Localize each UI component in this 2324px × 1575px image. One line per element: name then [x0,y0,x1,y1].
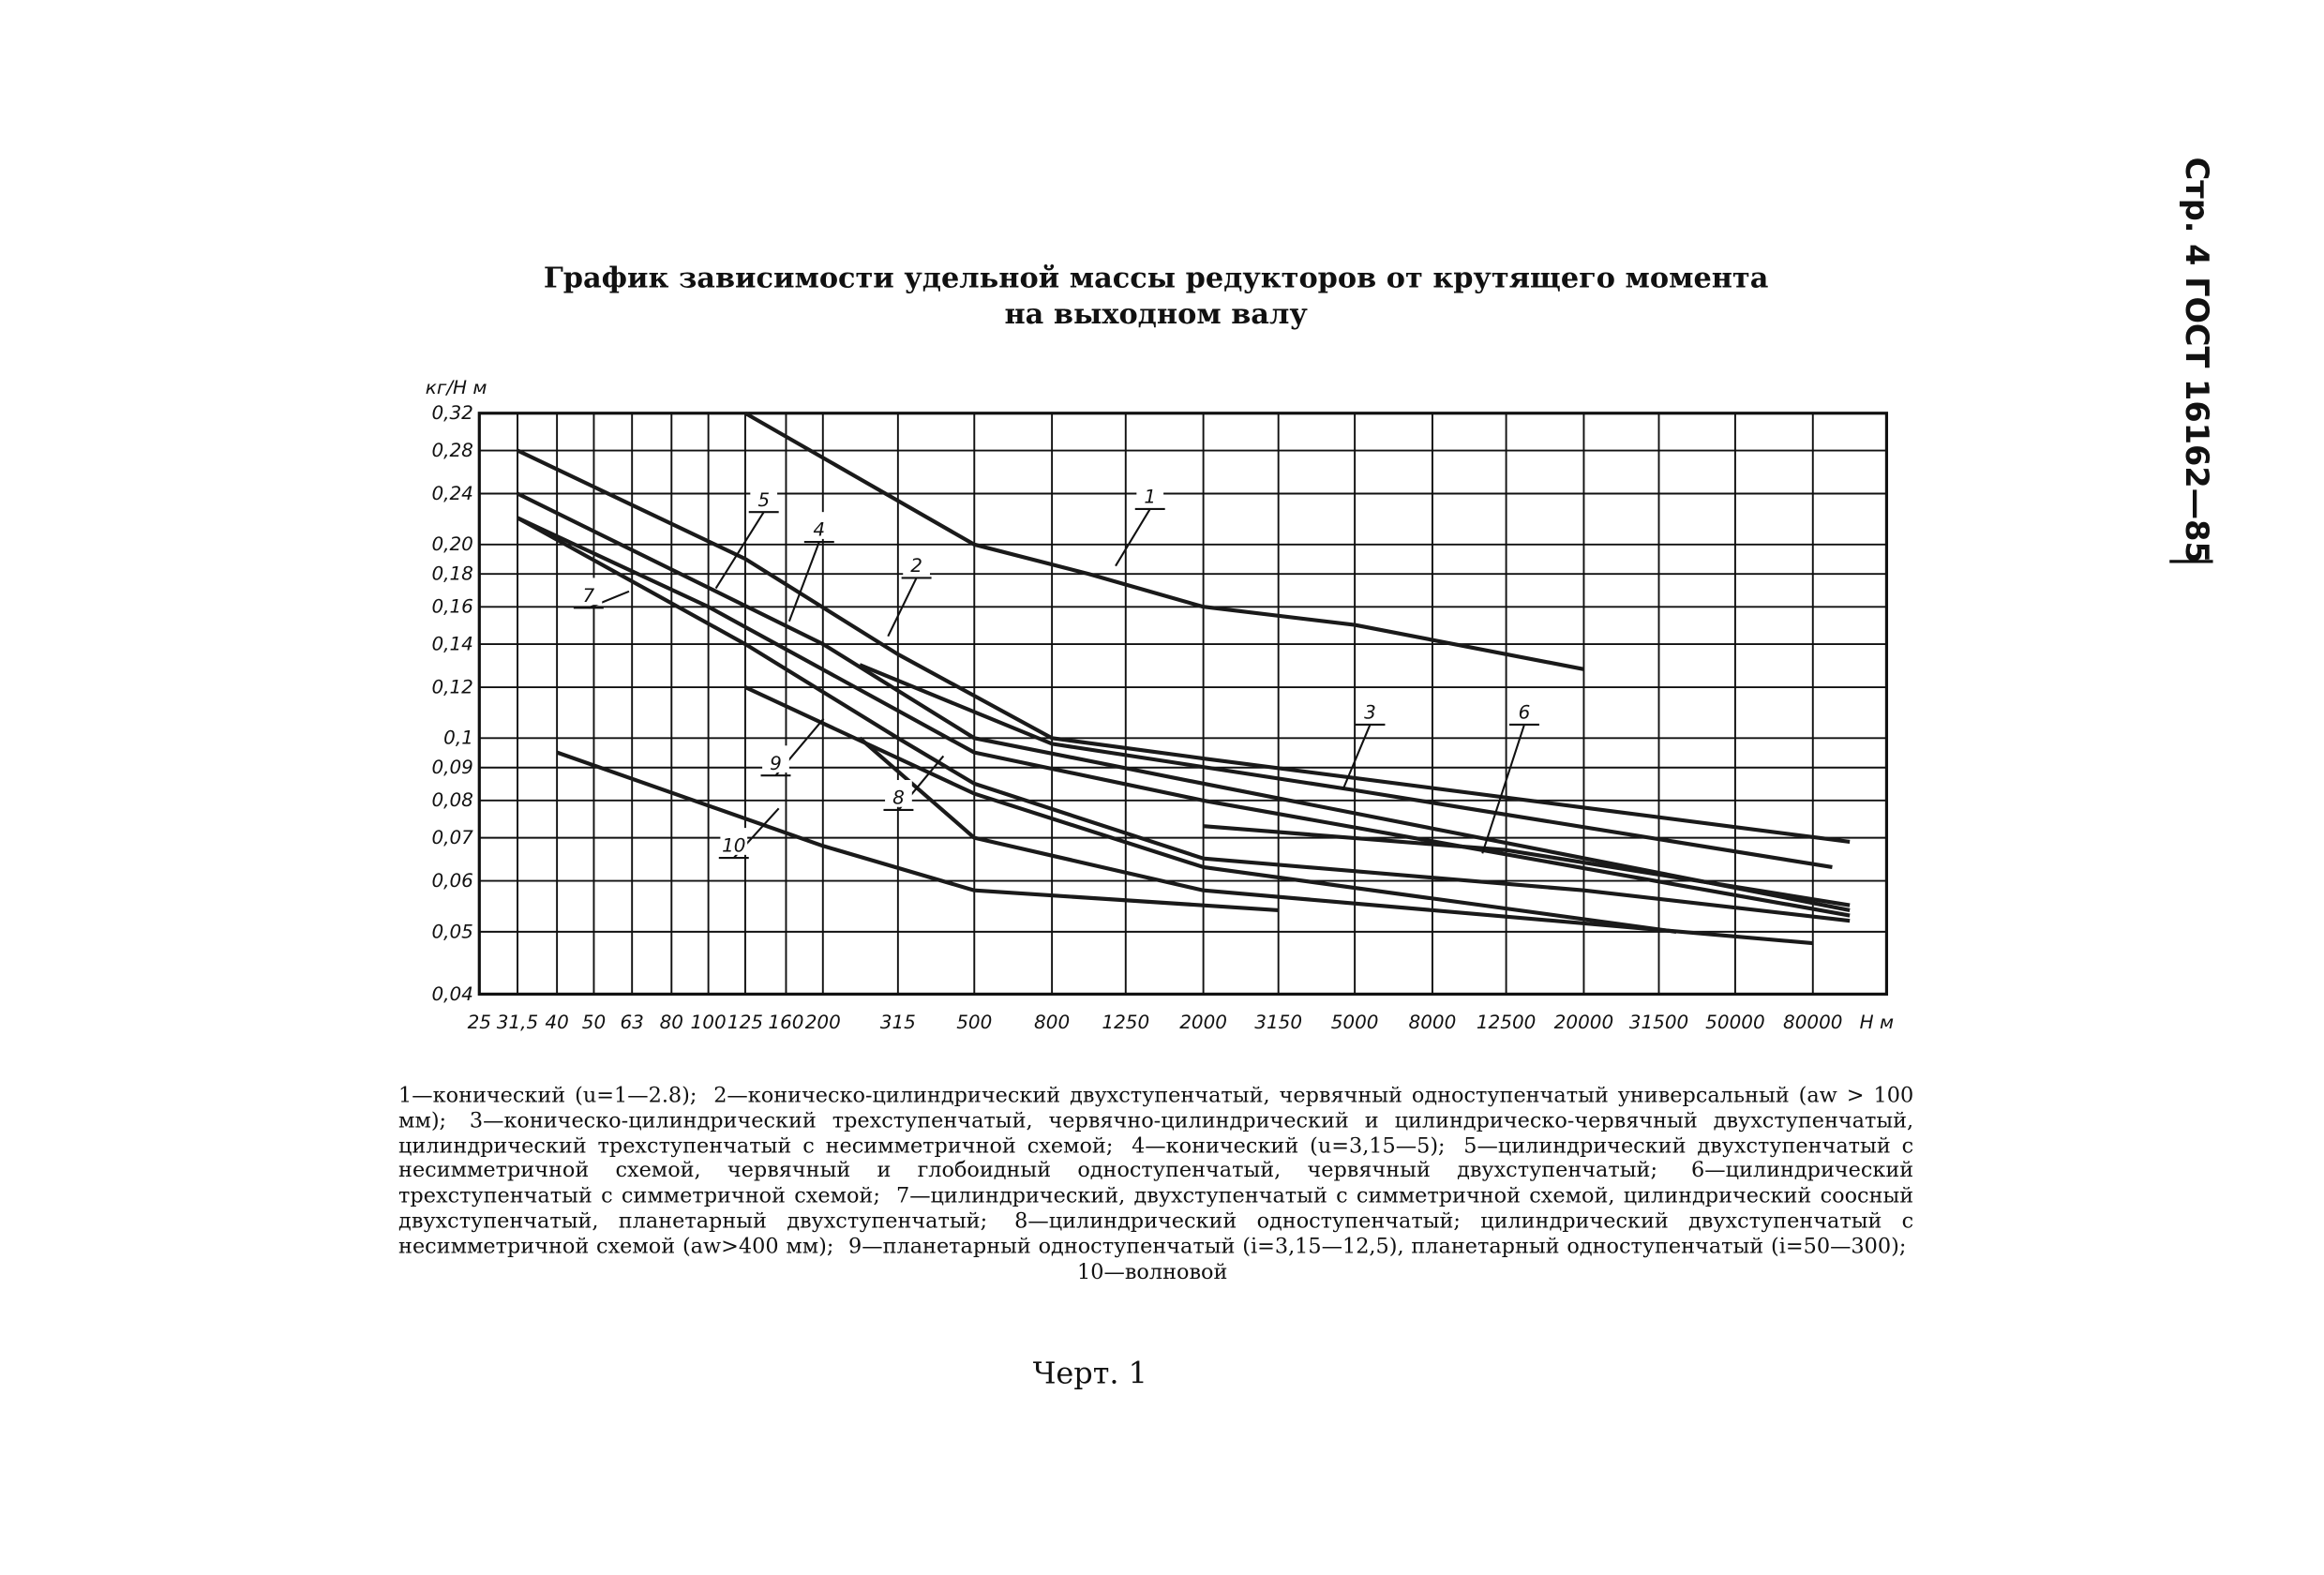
legend-entry: 4 [813,518,825,541]
y-tick-label: 0,05 [431,920,472,942]
caption-item: 1—конический (u=1—2.8); [398,1084,697,1108]
x-tick-label: 200 [805,1011,841,1033]
caption-item: 8—цилиндрический одноступенчатый; цилинд… [398,1209,1914,1259]
legend-entry: 6 [1519,701,1531,724]
x-tick-label: 3150 [1254,1011,1302,1033]
caption-item: 9—планетарный одноступенчатый (i=3,15—12… [848,1235,1907,1259]
callout-bg [720,828,748,855]
chart-title: на выходном валу [1004,298,1308,331]
curve [859,663,1833,870]
y-tick-label: 0,32 [431,401,472,424]
x-tick-label: 40 [545,1011,568,1033]
legend-entry: 9 [770,752,782,774]
caption-item: 6—цилиндрический трехступенчатый с симме… [398,1159,1914,1209]
figure-label: Черт. 1 [1033,1356,1147,1391]
x-tick-label: 125 [727,1011,763,1033]
y-tick-label: 0,1 [443,727,473,749]
y-tick-label: 0,12 [431,675,472,698]
x-tick-label: 315 [880,1011,916,1033]
y-tick-label: 0,28 [431,439,472,461]
callout-bg [903,548,930,576]
page-header: Стр. 4 ГОСТ 16162—85 [2179,158,2215,563]
callout-bg [1136,479,1164,506]
callout-bg [1357,694,1384,722]
callout-bg [762,745,789,773]
callout-bg [1510,694,1538,722]
x-tick-label: 50000 [1705,1011,1764,1033]
caption: 1—конический (u=1—2.8); 2—коническо-цили… [398,1084,1913,1285]
legend-entry: 10 [722,834,745,857]
y-tick-label: 0,08 [431,788,472,811]
x-tick-label: 80000 [1783,1011,1842,1033]
callout-leader [588,590,630,609]
x-axis-label: Н м [1860,1011,1894,1033]
caption-item: 4—конический (u=3,15—5); [1132,1133,1446,1159]
y-tick-label: 0,20 [431,532,472,555]
x-tick-label: 25 [468,1011,491,1033]
caption-item: 7—цилиндрический, двухступенчатый с симм… [398,1184,1914,1234]
x-tick-label: 80 [660,1011,683,1033]
y-tick-label: 0,04 [431,982,472,1005]
y-tick-label: 0,06 [431,869,472,892]
x-tick-label: 50 [582,1011,606,1033]
x-tick-label: 31500 [1629,1011,1688,1033]
callout-leader [1481,724,1525,854]
curve [743,411,1584,671]
callout-leader [1115,508,1151,567]
callout-bg [805,512,833,539]
x-tick-label: 63 [620,1011,643,1033]
y-tick-label: 0,09 [431,756,472,778]
caption-item: 10—волновой [1077,1259,1228,1284]
caption-box: 1—конический (u=1—2.8); 2—коническо-цили… [398,1084,1913,1285]
x-tick-label: 31,5 [497,1011,538,1033]
curve [517,516,1851,918]
callout-leader [887,577,918,638]
caption-item: 2—коническо-цилиндрический двухступенчат… [398,1084,1914,1133]
callout-bg [750,482,778,509]
y-tick-label: 0,07 [431,826,473,848]
legend-entry: 2 [910,554,922,577]
callout-leader [787,541,820,622]
callout-leader [714,511,765,590]
x-tick-label: 800 [1034,1011,1070,1033]
x-tick-label: 160 [768,1011,803,1033]
caption-item: 3—коническо-цилиндрический трехступенчат… [398,1109,1914,1159]
curve [517,516,1851,923]
x-tick-label: 20000 [1554,1011,1613,1033]
legend-entry: 7 [583,584,595,607]
x-tick-label: 1250 [1102,1011,1149,1033]
y-axis-label: кг/Н м [426,376,487,398]
y-tick-label: 0,18 [431,562,472,585]
curve [1203,824,1851,908]
x-tick-label: 5000 [1331,1011,1379,1033]
y-tick-label: 0,14 [431,632,472,654]
legend-entry: 5 [757,488,770,511]
chart-title: График зависимости удельной массы редукт… [544,262,1769,295]
x-tick-label: 100 [691,1011,727,1033]
curve [556,750,1279,913]
x-tick-label: 2000 [1179,1011,1227,1033]
y-tick-label: 0,16 [431,595,472,618]
legend-entry: 8 [892,787,905,809]
curve [517,491,1851,912]
y-tick-label: 0,24 [431,482,472,504]
x-tick-label: 12500 [1477,1011,1536,1033]
legend-entry: 3 [1364,701,1376,724]
legend-entry: 1 [1144,486,1156,508]
callout-bg [885,780,912,807]
curve [744,685,1677,935]
curve [517,448,1851,845]
callout-bg [575,578,603,606]
caption-item: 5—цилиндрический двухступенчатый с несим… [398,1133,1914,1184]
x-tick-label: 500 [956,1011,992,1033]
callout-leader [1342,724,1372,789]
x-tick-label: 8000 [1409,1011,1457,1033]
